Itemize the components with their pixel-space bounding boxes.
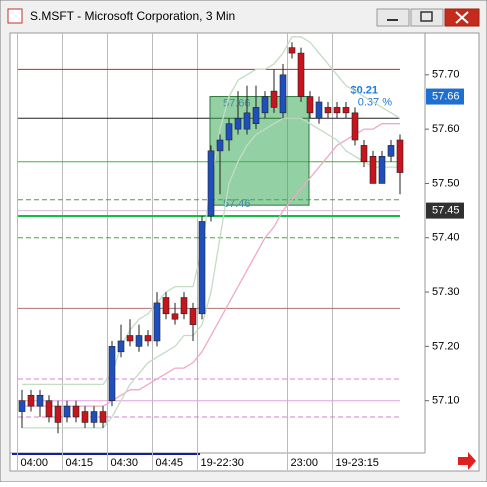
maximize-button[interactable]	[410, 8, 444, 27]
candle-body	[396, 139, 404, 173]
price-tag-label: 57.45	[432, 205, 460, 217]
y-tick-label: 57.40	[432, 232, 460, 244]
candle-body	[351, 112, 359, 141]
candle-body	[261, 96, 269, 114]
candle-body	[63, 405, 71, 418]
candle-body	[72, 405, 80, 418]
y-tick-label: 57.20	[432, 340, 460, 352]
candle-body	[189, 308, 197, 325]
candle-body	[342, 107, 350, 114]
candle-body	[27, 394, 35, 407]
x-tick-label: 04:30	[111, 457, 139, 469]
window-title: S.MSFT - Microsoft Corporation, 3 Min	[30, 9, 235, 23]
candle-body	[387, 145, 395, 157]
candle-body	[378, 155, 386, 184]
candle-body	[81, 411, 89, 423]
candle-body	[288, 47, 296, 54]
candle-body	[135, 335, 143, 347]
candle-body	[108, 346, 116, 401]
x-tick-label: 19-23:15	[336, 457, 379, 469]
candle-body	[171, 313, 179, 320]
candle-body	[144, 335, 152, 342]
candle-body	[279, 74, 287, 114]
candle-body	[360, 145, 368, 163]
measure-from-label: 57.46	[223, 198, 251, 210]
candle-body	[153, 302, 161, 342]
x-tick-label: 19-22:30	[201, 457, 244, 469]
y-tick-label: 57.70	[432, 69, 460, 81]
minimize-button[interactable]	[376, 8, 410, 27]
maximize-icon	[420, 11, 433, 22]
candle-body	[117, 340, 125, 353]
candle-body	[90, 411, 98, 423]
scroll-right-arrow[interactable]	[458, 452, 476, 470]
x-tick-label: 04:15	[66, 457, 94, 469]
x-tick-label: 23:00	[291, 457, 319, 469]
candle-body	[306, 96, 314, 114]
candle-body	[36, 394, 44, 407]
app-icon	[7, 8, 23, 24]
y-tick-label: 57.10	[432, 395, 460, 407]
x-tick-label: 04:00	[21, 457, 49, 469]
candle-body	[198, 221, 206, 315]
candle-body	[45, 400, 53, 418]
y-tick-label: 57.50	[432, 177, 460, 189]
candle-body	[324, 107, 332, 114]
candle-body	[315, 101, 323, 119]
price-tag-label: 57.66	[432, 90, 460, 102]
candle-body	[333, 107, 341, 114]
measure-change: $0.21	[350, 84, 378, 96]
candle-body	[126, 335, 134, 342]
candle-body	[225, 123, 233, 141]
y-tick-label: 57.30	[432, 286, 460, 298]
candle-body	[243, 112, 251, 130]
candle-body	[54, 405, 62, 423]
y-tick-label: 57.60	[432, 123, 460, 135]
candle-body	[207, 150, 215, 217]
candle-body	[216, 139, 224, 152]
price-tag	[426, 202, 464, 219]
candle-body	[270, 90, 278, 108]
candle-body	[234, 117, 242, 130]
price-tag	[426, 88, 464, 105]
candle-body	[180, 297, 188, 315]
measure-box	[209, 96, 310, 206]
close-icon	[455, 11, 469, 24]
candle-body	[162, 297, 170, 315]
candle-body	[99, 411, 107, 423]
x-tick-label: 04:45	[156, 457, 184, 469]
measure-to-label: 57.66	[223, 97, 251, 109]
candle-body	[297, 52, 305, 97]
candle-body	[369, 155, 377, 184]
candle-body	[18, 400, 26, 412]
candle-body	[252, 107, 260, 125]
